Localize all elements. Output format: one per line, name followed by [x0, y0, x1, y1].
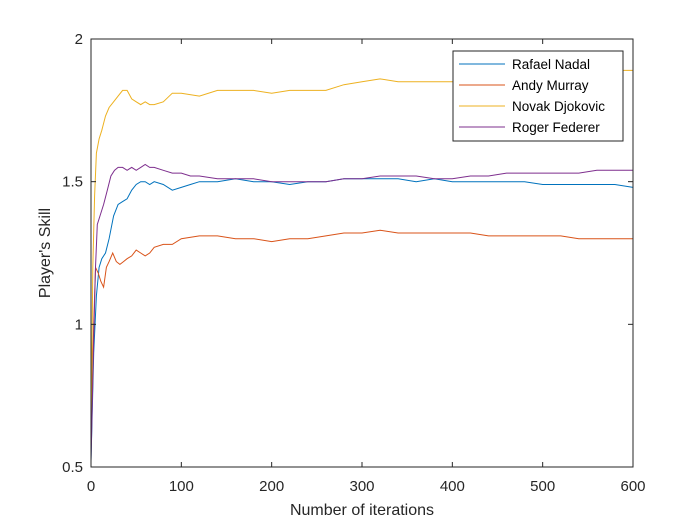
- legend-box: [452, 50, 624, 142]
- x-tick-label: 400: [440, 478, 465, 495]
- x-axis-label: Number of iterations: [290, 502, 434, 519]
- legend-label-0: Rafael Nadal: [512, 57, 590, 72]
- series-line-3: [90, 163, 633, 462]
- x-tick-label: 0: [87, 478, 95, 495]
- legend-label-1: Andy Murray: [512, 78, 589, 93]
- legend-label-2: Novak Djokovic: [512, 99, 605, 114]
- legend: Rafael Nadal Andy Murray Novak Djokovic Rog…: [452, 50, 624, 142]
- x-tick-label: 300: [349, 478, 374, 495]
- y-tick-label: 1: [75, 316, 83, 333]
- legend-label-3: Roger Federer: [512, 120, 600, 135]
- y-tick-label: 2: [75, 31, 83, 48]
- x-tick-label: 200: [259, 478, 284, 495]
- x-tick-label: 100: [169, 478, 194, 495]
- series-line-1: [90, 229, 633, 439]
- plot-box: [90, 38, 634, 468]
- tick-layer: 0 100 200 300 400 500 600 0.5 1 1.5 2: [62, 31, 645, 495]
- x-tick-label: 500: [530, 478, 555, 495]
- y-tick-label: 0.5: [62, 459, 83, 476]
- legend-items: Rafael Nadal Andy Murray Novak Djokovic Rog…: [459, 57, 605, 135]
- x-tick-label: 600: [620, 478, 645, 495]
- series-line-0: [90, 178, 634, 462]
- y-tick-label: 1.5: [62, 174, 83, 191]
- y-axis-label: Player's Skill: [37, 208, 54, 298]
